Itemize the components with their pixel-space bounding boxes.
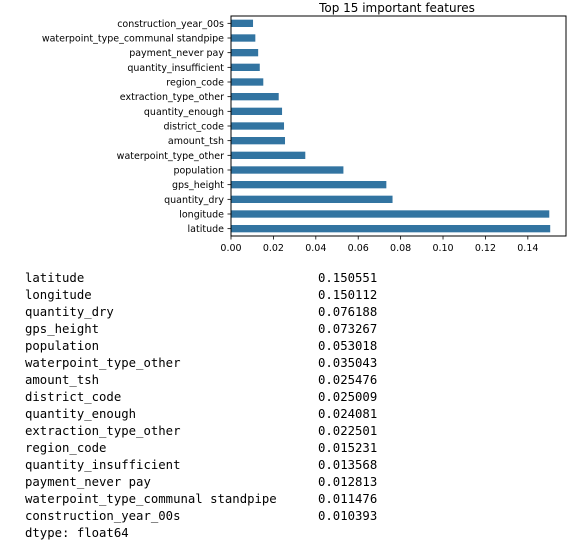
feature-name: quantity_insufficient [25, 458, 181, 472]
feature-value: 0.022501 [318, 424, 378, 438]
dtype-text: dtype: float64 [25, 526, 129, 540]
feature-name: gps_height [25, 322, 100, 336]
feature-name: latitude [25, 271, 85, 285]
x-tick-label-7: 0.14 [517, 243, 538, 254]
bar-14 [231, 19, 254, 27]
feature-name: longitude [25, 288, 92, 302]
feature-name: payment_never pay [25, 475, 151, 489]
y-tick-label-4: population [173, 166, 224, 177]
y-tick-label-14: construction_year_00s [117, 19, 224, 30]
y-tick-label-6: amount_tsh [168, 136, 224, 147]
feature-value: 0.024081 [318, 407, 378, 421]
x-tick-label-5: 0.10 [432, 243, 453, 254]
x-tick-label-4: 0.08 [390, 243, 411, 254]
feature-name: waterpoint_type_other [25, 356, 181, 370]
bar-12 [231, 49, 259, 57]
feature-name: district_code [25, 390, 122, 404]
y-tick-label-0: latitude [188, 224, 225, 235]
y-axis-labels: latitude longitude quantity_dry gps_height p… [42, 19, 231, 235]
x-tick-label-3: 0.06 [348, 243, 369, 254]
feature-value: 0.013568 [318, 458, 378, 472]
y-tick-label-3: gps_height [172, 180, 224, 191]
feature-value: 0.073267 [318, 322, 378, 336]
feature-name: quantity_enough [25, 407, 137, 421]
x-tick-label-0: 0.00 [220, 243, 241, 254]
feature-name: waterpoint_type_communal standpipe [25, 492, 277, 506]
x-tick-label-6: 0.12 [475, 243, 496, 254]
feature-value: 0.150112 [318, 288, 378, 302]
feature-value: 0.076188 [318, 305, 378, 319]
feature-value: 0.015231 [318, 441, 378, 455]
feature-name: quantity_dry [25, 305, 114, 319]
y-tick-label-12: payment_never pay [129, 48, 224, 59]
x-tick-label-2: 0.04 [305, 243, 326, 254]
y-tick-label-9: extraction_type_other [120, 92, 224, 103]
y-tick-label-1: longitude [179, 210, 224, 221]
bar-1 [231, 210, 550, 218]
y-tick-label-2: quantity_dry [164, 195, 224, 206]
feature-value: 0.012813 [318, 475, 378, 489]
bar-5 [231, 151, 306, 159]
y-tick-label-10: region_code [166, 78, 224, 89]
feature-value: 0.025009 [318, 390, 378, 404]
feature-importance-chart: Top 15 important features latitude longit… [42, 1, 567, 254]
y-tick-label-8: quantity_enough [144, 107, 224, 118]
plot-frame [230, 15, 567, 237]
feature-value: 0.011476 [318, 492, 378, 506]
bar-2 [231, 195, 393, 203]
feature-value: 0.025476 [318, 373, 378, 387]
chart-title: Top 15 important features [318, 1, 475, 15]
bar-11 [231, 63, 260, 71]
x-tick-label-1: 0.02 [263, 243, 284, 254]
feature-name: extraction_type_other [25, 424, 181, 438]
feature-value: 0.010393 [318, 509, 378, 523]
bar-10 [231, 78, 264, 86]
bar-0 [231, 225, 551, 233]
bars [231, 19, 551, 233]
feature-value: 0.035043 [318, 356, 378, 370]
feature-name: population [25, 339, 100, 353]
feature-name: region_code [25, 441, 107, 455]
bar-8 [231, 107, 283, 115]
y-tick-label-7: district_code [164, 122, 225, 133]
feature-name: construction_year_00s [25, 509, 181, 523]
y-tick-label-11: quantity_insufficient [127, 63, 224, 74]
bar-13 [231, 34, 256, 42]
feature-value: 0.053018 [318, 339, 378, 353]
bar-9 [231, 93, 279, 101]
bar-6 [231, 137, 286, 145]
feature-value: 0.150551 [318, 271, 378, 285]
bar-7 [231, 122, 285, 130]
x-axis: 0.00 0.02 0.04 0.06 0.08 0.10 0.12 0.14 [220, 236, 538, 254]
bar-3 [231, 181, 387, 189]
bar-4 [231, 166, 344, 174]
y-tick-label-5: waterpoint_type_other [117, 151, 224, 162]
feature-name: amount_tsh [25, 373, 100, 387]
y-tick-label-13: waterpoint_type_communal standpipe [42, 34, 224, 45]
